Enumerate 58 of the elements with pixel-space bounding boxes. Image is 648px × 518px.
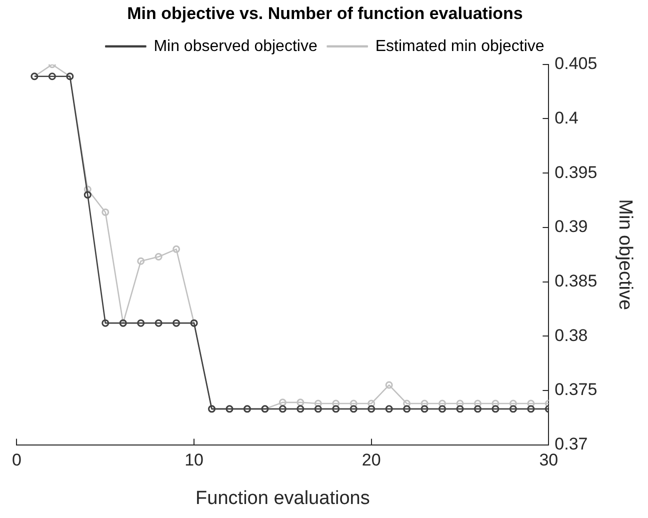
y2-tick-label: 0.385: [554, 271, 598, 290]
point: [102, 208, 110, 216]
y2-tick-label: 0.405: [554, 54, 598, 74]
point: [154, 319, 162, 327]
point: [456, 405, 464, 413]
legend-label: Min observed objective: [154, 38, 318, 55]
x-axis-title: Function evaluations: [196, 488, 370, 509]
point: [350, 400, 358, 408]
point: [332, 400, 340, 408]
point: [296, 398, 304, 406]
point: [474, 400, 482, 408]
x-tick-label: 30: [539, 450, 558, 470]
y2-axis-title: Min objective: [614, 199, 636, 310]
y2-tick-label: 0.37: [554, 434, 588, 454]
point: [420, 400, 428, 408]
point: [137, 257, 145, 265]
point: [350, 405, 358, 413]
point: [172, 319, 180, 327]
y2-tick-label: 0.38: [554, 326, 588, 345]
point: [492, 400, 500, 408]
point: [368, 405, 376, 413]
point: [154, 253, 162, 261]
point: [278, 398, 286, 406]
point: [385, 405, 393, 413]
point: [527, 405, 535, 413]
point: [368, 400, 376, 408]
x-tick-label: 20: [362, 450, 381, 470]
point: [420, 405, 428, 413]
point: [172, 245, 180, 253]
point: [84, 186, 92, 194]
chart-title: Min objective vs. Number of function evaluations: [127, 4, 523, 23]
point: [438, 400, 446, 408]
point: [137, 319, 145, 327]
point: [509, 405, 517, 413]
y2-tick-label: 0.375: [554, 380, 598, 400]
point: [509, 400, 517, 408]
point: [314, 405, 322, 413]
point: [84, 191, 92, 199]
point: [48, 72, 56, 80]
y2-tick-label: 0.4: [554, 108, 578, 128]
y2-tick-label: 0.395: [554, 162, 598, 182]
x-tick-label: 0: [12, 450, 22, 470]
point: [527, 400, 535, 408]
point: [385, 381, 393, 389]
point: [332, 405, 340, 413]
point: [492, 405, 500, 413]
point: [278, 405, 286, 413]
x-tick-label: 10: [184, 450, 204, 470]
point: [456, 400, 464, 408]
point: [296, 405, 304, 413]
point: [102, 319, 110, 327]
point: [438, 405, 446, 413]
point: [403, 405, 411, 413]
point: [403, 400, 411, 408]
point: [314, 400, 322, 408]
y2-tick-label: 0.39: [554, 217, 588, 236]
legend-label: Estimated min objective: [375, 38, 544, 55]
point: [474, 405, 482, 413]
